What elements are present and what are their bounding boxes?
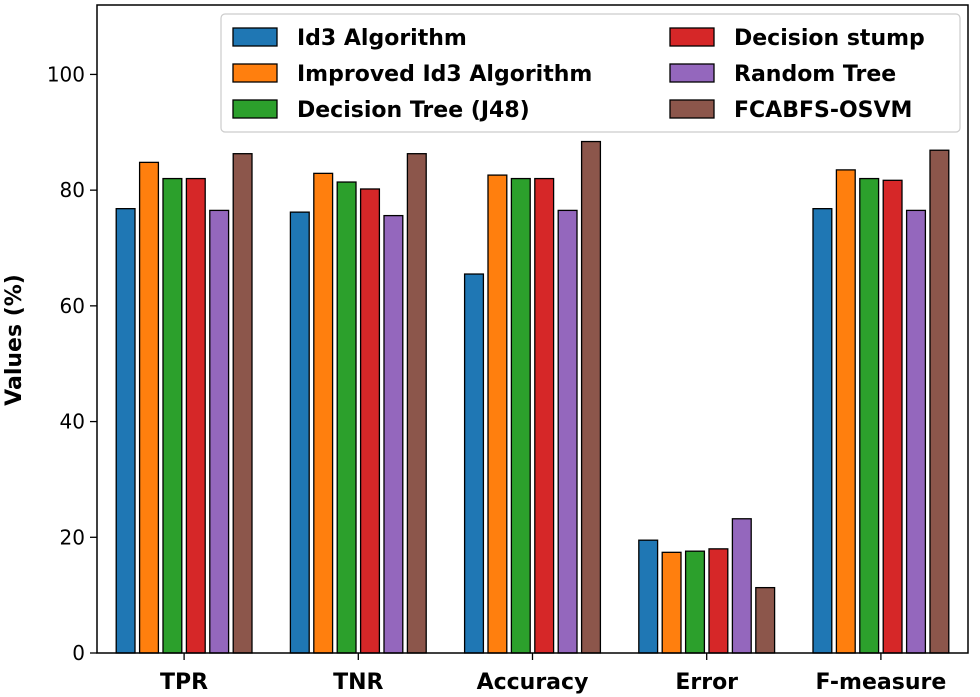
x-tick-label: TNR (333, 670, 383, 695)
legend-swatch-improved-id3-algorithm (232, 63, 278, 83)
bar-fcabfs-osvm-error (755, 586, 776, 654)
legend-label-id3-algorithm: Id3 Algorithm (297, 26, 467, 51)
bar-decision-tree-j48--tpr (162, 177, 183, 654)
bar-random-tree-accuracy (557, 209, 578, 654)
legend-label-fcabfs-osvm: FCABFS-OSVM (734, 98, 912, 123)
x-tick-label: Accuracy (477, 670, 589, 695)
bar-decision-tree-j48--error (684, 550, 706, 654)
x-tick-label: TPR (160, 670, 208, 695)
y-tick-label: 60 (60, 294, 85, 318)
bar-random-tree-f-measure (905, 209, 927, 654)
bar-random-tree-tnr (383, 214, 404, 654)
y-tick-label: 20 (60, 525, 85, 549)
legend-swatch-id3-algorithm (232, 27, 278, 47)
legend-box (220, 13, 961, 133)
y-axis: 0 20 40 60 80 100 (47, 62, 97, 665)
bar-fcabfs-osvm-f-measure (929, 149, 950, 654)
bar-improved-id3-algorithm-accuracy (487, 174, 508, 654)
bar-id3-algorithm-tpr (115, 208, 136, 654)
bar-fcabfs-osvm-tnr (406, 153, 427, 654)
x-axis: TPR TNR Accuracy Error F-measure (160, 653, 946, 695)
legend: Id3 Algorithm Improved Id3 Algorithm Decis… (220, 13, 961, 133)
legend-swatch-decision-stump (669, 27, 715, 47)
y-tick-label: 40 (60, 410, 85, 434)
y-tick-label: 0 (72, 641, 85, 665)
legend-label-improved-id3-algorithm: Improved Id3 Algorithm (297, 62, 592, 87)
y-axis-label: Values (%) (2, 274, 27, 406)
bar-decision-stump-tnr (359, 188, 381, 654)
bar-decision-stump-error (708, 548, 729, 654)
bar-improved-id3-algorithm-error (661, 551, 682, 654)
y-tick-label: 80 (60, 178, 85, 202)
x-tick-label: Error (675, 670, 738, 695)
bar-decision-stump-tpr (185, 177, 206, 654)
bar-decision-tree-j48--tnr (336, 181, 357, 654)
legend-swatch-fcabfs-osvm (669, 99, 715, 119)
bar-decision-stump-accuracy (534, 177, 555, 654)
bar-decision-tree-j48--accuracy (510, 177, 531, 654)
bar-fcabfs-osvm-tpr (232, 153, 253, 654)
legend-label-decision-stump: Decision stump (734, 26, 925, 51)
legend-swatch-random-tree (669, 63, 715, 83)
bar-random-tree-tpr (209, 209, 230, 654)
bar-id3-algorithm-accuracy (463, 273, 485, 654)
bar-decision-stump-f-measure (882, 179, 903, 654)
bar-id3-algorithm-error (638, 539, 659, 654)
plot-area (96, 4, 969, 654)
legend-swatch-decision-tree-j48- (232, 99, 278, 119)
y-tick-label: 100 (47, 62, 85, 86)
bar-improved-id3-algorithm-tnr (313, 172, 334, 654)
bar-decision-tree-j48--f-measure (859, 177, 880, 654)
bar-fcabfs-osvm-accuracy (580, 140, 602, 654)
legend-label-random-tree: Random Tree (734, 62, 896, 87)
bar-id3-algorithm-tnr (289, 211, 310, 654)
bar-improved-id3-algorithm-f-measure (835, 169, 856, 654)
bar-improved-id3-algorithm-tpr (138, 161, 160, 654)
bar-id3-algorithm-f-measure (812, 208, 833, 654)
bar-random-tree-error (731, 518, 752, 654)
legend-label-decision-tree-j48-: Decision Tree (J48) (297, 98, 530, 123)
x-tick-label: F-measure (816, 670, 947, 695)
